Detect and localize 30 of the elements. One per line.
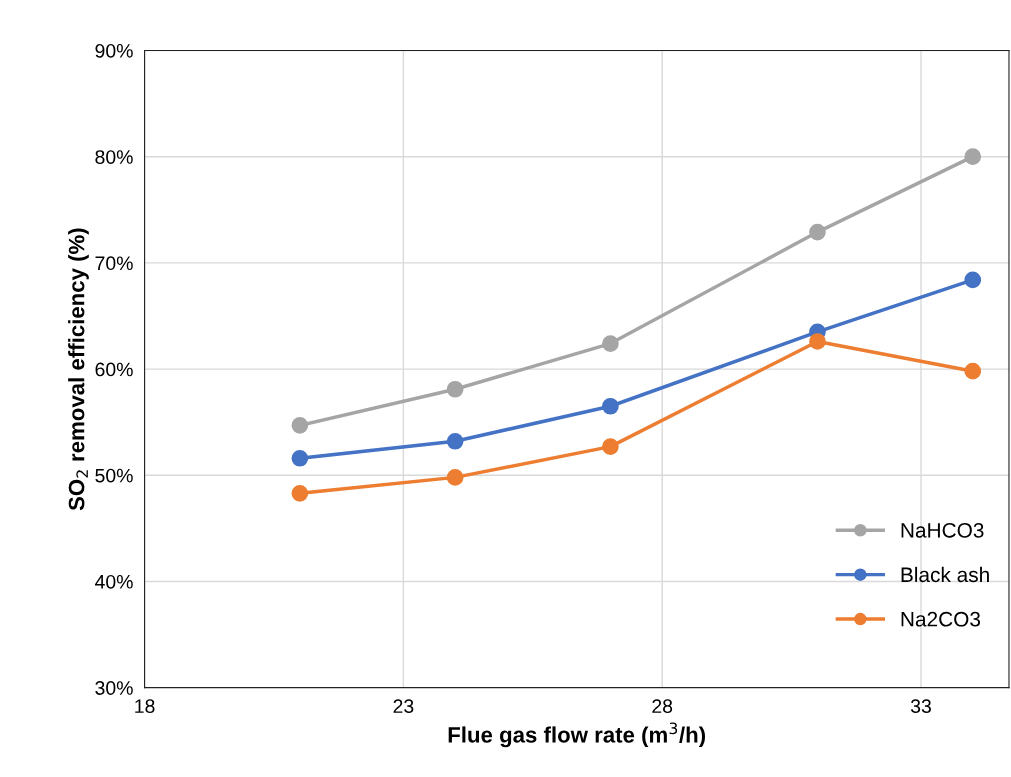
y-tick-label: 40% [94, 574, 133, 589]
x-axis-title: Flue gas flow rate (m$^{3}$/h) [448, 722, 706, 748]
point [964, 271, 982, 289]
x-tick-label: 18 [135, 699, 155, 714]
point [602, 438, 619, 455]
x-tick-label: 33 [910, 699, 931, 714]
point [291, 417, 309, 434]
point [602, 397, 619, 415]
point [809, 333, 826, 350]
point [446, 469, 464, 486]
y-axis-title: SO$_{2}$ removal efficiency (%) [68, 228, 89, 511]
y-tick-label: 90% [95, 43, 133, 58]
legend-label: Na2CO3 [901, 611, 981, 627]
y-tick-label: 30% [95, 681, 133, 695]
point [446, 432, 464, 450]
point [964, 148, 982, 166]
point [964, 362, 982, 380]
x-tick-label: 23 [393, 699, 414, 714]
legend-label: NaHCO3 [901, 522, 984, 538]
y-tick-label: 50% [95, 468, 133, 483]
point [446, 380, 464, 398]
point [291, 484, 309, 502]
legend-label: Black ash [901, 566, 989, 583]
point [291, 449, 309, 467]
point [602, 335, 619, 352]
y-tick-label: 60% [95, 362, 133, 377]
point [809, 223, 826, 241]
x-tick-label: 28 [652, 699, 673, 714]
y-tick-label: 80% [95, 150, 133, 164]
y-tick-label: 70% [95, 256, 133, 271]
